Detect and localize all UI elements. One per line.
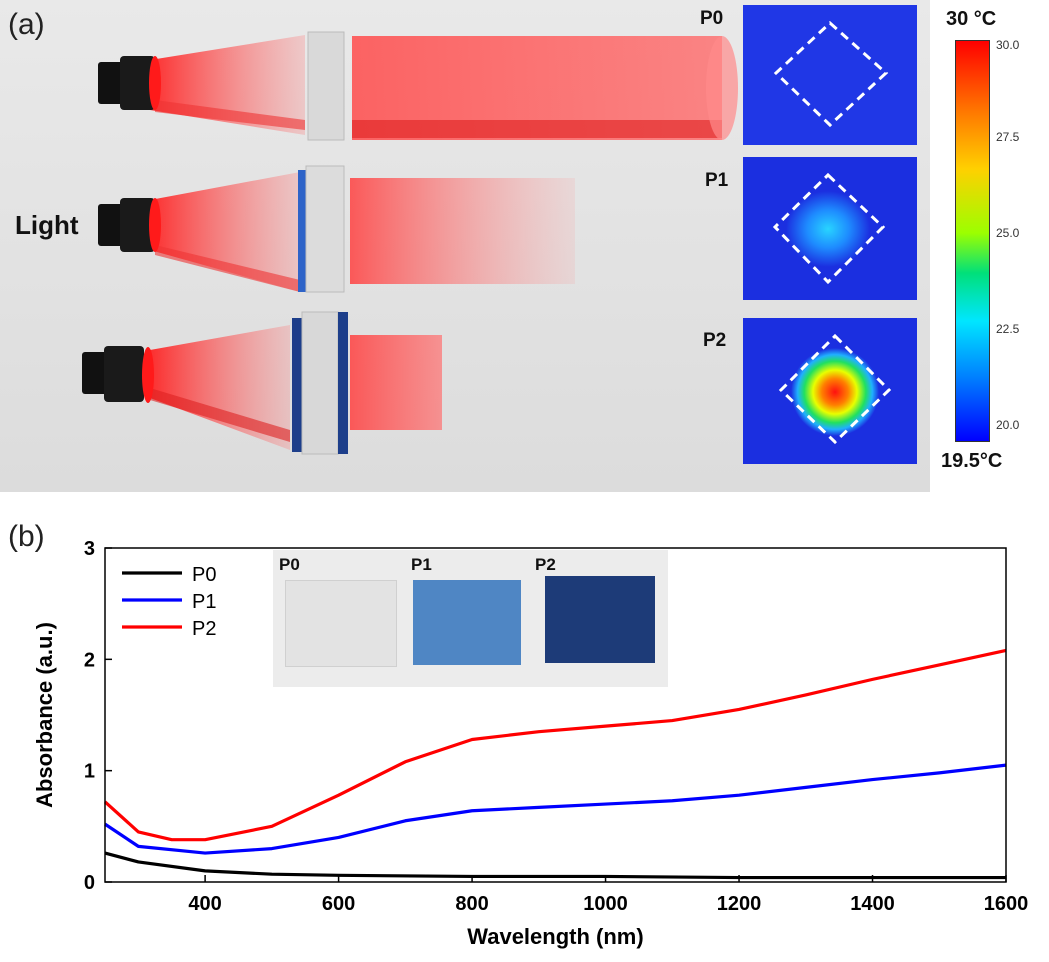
x-tick-label: 800 bbox=[455, 893, 488, 915]
temperature-colorbar bbox=[955, 40, 990, 442]
lamp-icon bbox=[98, 62, 126, 104]
plot-frame bbox=[104, 547, 1007, 883]
x-tick-label: 1200 bbox=[717, 893, 762, 915]
row-p2-illustration bbox=[82, 311, 442, 455]
series-line-P2 bbox=[103, 648, 1007, 842]
y-tick-label: 0 bbox=[84, 872, 95, 894]
x-tick-label: 400 bbox=[188, 893, 221, 915]
thermal-image-p2 bbox=[743, 318, 917, 464]
y-axis-label: Absorbance (a.u.) bbox=[32, 622, 57, 808]
inset-label-p1: P1 bbox=[411, 555, 432, 574]
x-tick-label: 1000 bbox=[583, 893, 628, 915]
roi-outline bbox=[772, 172, 886, 285]
sample-swatch-p1 bbox=[413, 580, 521, 665]
row-p1-illustration bbox=[98, 165, 575, 293]
sample-photo-inset: P0 P1 P2 bbox=[273, 550, 668, 687]
y-tick-label: 1 bbox=[84, 761, 95, 783]
thermal-image-p1 bbox=[743, 157, 917, 300]
absorbance-chart: 400 600 800 1000 1200 1400 1600 0 1 2 3 Wavelength … bbox=[32, 538, 1029, 949]
panel-a-label: (a) bbox=[8, 8, 45, 41]
legend-label-P1: P1 bbox=[192, 591, 216, 613]
row-p0-illustration bbox=[98, 31, 738, 141]
colorbar-tick: 30.0 bbox=[996, 38, 1020, 52]
glass-sample-p0 bbox=[307, 31, 345, 141]
lamp-icon bbox=[82, 352, 110, 394]
x-tick-label: 1600 bbox=[984, 893, 1029, 915]
x-tick-label: 1400 bbox=[850, 893, 895, 915]
light-setup-illustration bbox=[82, 31, 738, 455]
legend-label-P0: P0 bbox=[192, 564, 216, 586]
thermal-image-p0 bbox=[743, 5, 917, 145]
inset-label-p0: P0 bbox=[279, 555, 300, 574]
x-axis-label: Wavelength (nm) bbox=[467, 924, 643, 949]
panel-b-label: (b) bbox=[8, 520, 45, 553]
series-line-P0 bbox=[104, 851, 1006, 880]
legend-label-P2: P2 bbox=[192, 618, 216, 640]
thermal-label-p2: P2 bbox=[703, 330, 727, 351]
colorbar-tick: 20.0 bbox=[996, 418, 1020, 432]
colorbar-min-label: 19.5°C bbox=[941, 450, 1003, 472]
y-tick-label: 2 bbox=[84, 649, 95, 671]
sample-swatch-p0 bbox=[285, 580, 397, 667]
inset-label-p2: P2 bbox=[535, 555, 556, 574]
colorbar-tick: 22.5 bbox=[996, 322, 1020, 336]
sample-swatch-p2 bbox=[545, 576, 655, 663]
roi-outline bbox=[773, 20, 889, 128]
x-tick-label: 600 bbox=[322, 893, 355, 915]
glass-sample-p1 bbox=[305, 165, 345, 293]
series-line-P1 bbox=[104, 763, 1007, 855]
y-tick-label: 3 bbox=[84, 538, 95, 560]
colorbar-tick: 25.0 bbox=[996, 226, 1020, 240]
light-label: Light bbox=[15, 210, 79, 240]
colorbar-max-label: 30 °C bbox=[946, 8, 997, 30]
roi-outline bbox=[778, 333, 892, 445]
panel-a: (a) Light P0 P1 P2 bbox=[0, 0, 1049, 492]
thermal-label-p1: P1 bbox=[705, 170, 729, 191]
lamp-icon bbox=[98, 204, 126, 246]
glass-sample-p2 bbox=[301, 311, 339, 455]
thermal-label-p0: P0 bbox=[700, 8, 724, 29]
colorbar-tick: 27.5 bbox=[996, 130, 1020, 144]
